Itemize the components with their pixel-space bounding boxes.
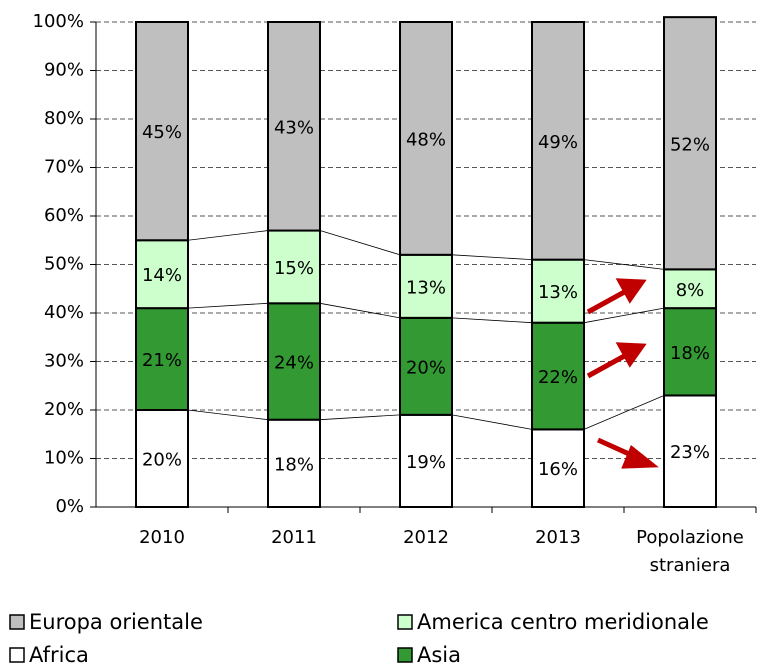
y-tick-label: 20%: [44, 399, 84, 420]
y-tick-label: 10%: [44, 448, 84, 469]
arrow-head: [615, 342, 647, 368]
bar-segment: [531, 21, 585, 261]
bar-segment: [663, 16, 717, 271]
data-label: 18%: [274, 454, 314, 475]
connector-line: [451, 414, 533, 430]
connector-line: [319, 414, 401, 421]
data-label: 43%: [274, 117, 314, 138]
data-label: 20%: [142, 450, 182, 471]
legend-label: Africa: [29, 643, 89, 667]
arrow-head: [621, 444, 659, 469]
x-tick-label: Popolazione straniera: [636, 527, 744, 576]
y-tick-label: 50%: [44, 254, 84, 275]
data-label: 13%: [406, 277, 446, 298]
x-tick-label: 2010: [139, 527, 185, 548]
bar-segment: [663, 307, 717, 397]
bar-segment: [399, 413, 453, 509]
connector-line: [319, 302, 401, 319]
bar-segment: [135, 21, 189, 242]
connector-line: [583, 307, 665, 324]
x-tick-label: 2013: [535, 527, 581, 548]
data-label: 23%: [670, 442, 710, 463]
data-label: 45%: [142, 122, 182, 143]
bar-segment: [399, 21, 453, 256]
legend-label: Asia: [417, 643, 461, 667]
bar-segment: [663, 394, 717, 509]
data-label: 16%: [538, 459, 578, 480]
connector-line: [319, 230, 401, 256]
data-label: 49%: [538, 132, 578, 153]
data-label: 22%: [538, 367, 578, 388]
data-label: 18%: [670, 343, 710, 364]
bar-segment: [663, 268, 717, 310]
data-label: 21%: [142, 350, 182, 371]
legend-label: America centro meridionale: [417, 610, 709, 634]
legend-swatch: [397, 647, 413, 663]
data-label: 48%: [406, 129, 446, 150]
bar-segment: [399, 316, 453, 416]
data-label: 52%: [670, 134, 710, 155]
y-tick-label: 30%: [44, 351, 84, 372]
y-tick-label: 100%: [33, 11, 84, 32]
connector-line: [583, 259, 665, 270]
data-label: 24%: [274, 353, 314, 374]
data-label: 19%: [406, 452, 446, 473]
connector-line: [451, 317, 533, 324]
bar-segment: [135, 307, 189, 411]
connector-line: [583, 395, 665, 430]
arrow: [586, 287, 630, 315]
y-tick-label: 0%: [55, 496, 84, 517]
legend-label: Europa orientale: [29, 610, 203, 634]
legend-swatch: [9, 647, 25, 663]
connector-line: [187, 302, 269, 309]
data-label: 14%: [142, 265, 182, 286]
data-label: 8%: [676, 280, 705, 301]
y-tick-label: 40%: [44, 302, 84, 323]
bar-segment: [267, 21, 321, 232]
legend-swatch: [9, 614, 25, 630]
bar-segment: [267, 229, 321, 305]
annotation-arrows: [586, 278, 659, 469]
bar-segment: [399, 253, 453, 319]
y-tick-label: 90%: [44, 60, 84, 81]
y-tick-label: 60%: [44, 205, 84, 226]
bar-segment: [267, 418, 321, 509]
arrow-head: [615, 278, 647, 304]
bar-segment: [531, 321, 585, 431]
data-label: 15%: [274, 258, 314, 279]
x-tick-label: 2011: [271, 527, 317, 548]
y-tick-label: 80%: [44, 108, 84, 129]
connector-lines: [187, 230, 665, 430]
connector-line: [451, 254, 533, 261]
arrow: [586, 351, 630, 379]
bar-segment: [531, 428, 585, 508]
data-label: 13%: [538, 282, 578, 303]
connector-line: [187, 409, 269, 421]
connector-line: [187, 230, 269, 241]
bar-segment: [135, 409, 189, 508]
x-tick-label: 2012: [403, 527, 449, 548]
legend-swatch: [397, 614, 413, 630]
data-label: 20%: [406, 357, 446, 378]
y-tick-label: 70%: [44, 157, 84, 178]
